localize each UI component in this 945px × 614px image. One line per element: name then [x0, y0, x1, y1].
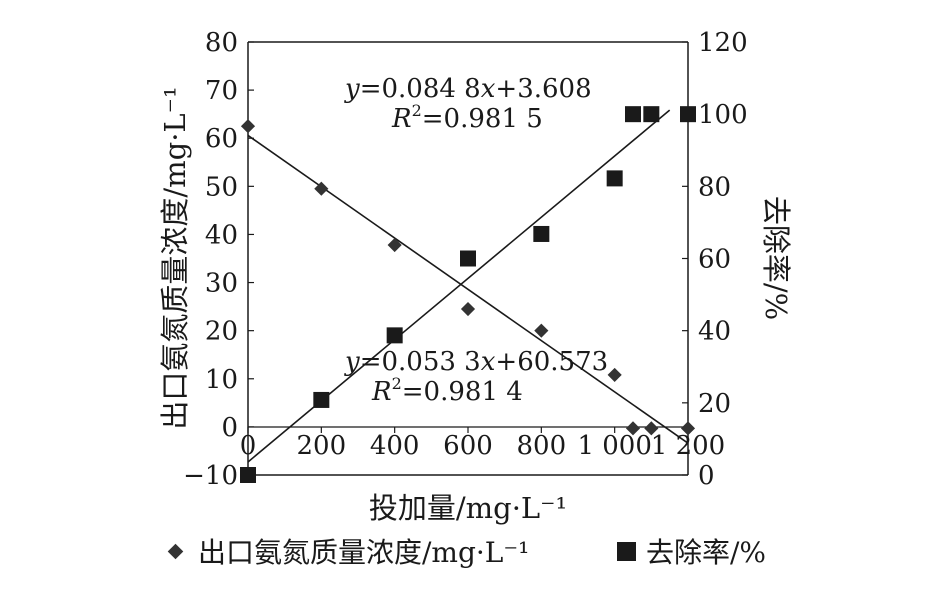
eq-removal-r: R: [391, 104, 412, 134]
y2-tick-label: 20: [698, 389, 731, 419]
point-removal: [625, 106, 641, 123]
eq-conc-line1: y=0.053 3x+60.573: [344, 347, 608, 377]
point-concentration: [644, 421, 659, 436]
legend-label-concentration: 出口氨氮质量浓度/mg·L⁻¹: [198, 536, 529, 569]
point-concentration: [460, 301, 476, 317]
eq-conc-intercept: +60.573: [495, 347, 608, 377]
trendlines: [247, 109, 689, 463]
x-tick-label: 1 000: [577, 431, 651, 461]
legend-label-removal: 去除率/%: [646, 536, 766, 569]
point-removal: [533, 225, 550, 242]
y-tick-label: 30: [205, 269, 238, 299]
x-tick-label: 0: [240, 431, 257, 461]
point-removal: [240, 467, 256, 483]
y-tick-label: −10: [183, 461, 238, 491]
y2-axis-title: 去除率/%: [759, 196, 793, 320]
x-tick-label: 600: [443, 431, 493, 461]
point-concentration: [607, 367, 622, 382]
y-axis-title: 出口氨氮质量浓度/mg·L⁻¹: [158, 86, 192, 429]
eq-removal-y: y: [344, 74, 360, 104]
point-concentration: [625, 421, 641, 436]
point-concentration: [314, 181, 329, 196]
y2-tick-label: 100: [698, 100, 748, 130]
point-removal: [606, 170, 623, 187]
point-removal: [313, 391, 330, 408]
y-tick-label: 10: [205, 365, 238, 395]
y2-tick-label: 120: [698, 28, 748, 58]
eq-removal-r2: =0.981 5: [422, 104, 543, 134]
eq-removal-line1: y=0.084 8x+3.608: [344, 74, 592, 104]
data-points: [240, 106, 696, 483]
legend-marker-removal: [617, 542, 636, 561]
y-tick-label: 50: [205, 172, 238, 202]
y-tick-label: 70: [205, 76, 238, 106]
y2-tick-label: 0: [698, 461, 715, 491]
x-tick-label: 1 200: [651, 431, 725, 461]
point-removal: [460, 250, 476, 267]
y2-tick-label: 60: [698, 245, 731, 275]
y-tick-label: 80: [205, 28, 238, 58]
point-removal: [680, 106, 696, 123]
eq-removal-r-sup: 2: [412, 101, 422, 120]
point-removal: [386, 327, 403, 344]
y-tick-label: 20: [205, 317, 238, 347]
x-tick-label: 800: [517, 431, 567, 461]
eq-removal-coef: =0.084 8: [360, 74, 481, 104]
eq-conc-coef: =0.053 3: [360, 347, 481, 377]
y-tick-label: 0: [221, 413, 238, 443]
eq-conc-r2: =0.981 4: [402, 377, 523, 407]
y-tick-label: 40: [205, 220, 238, 250]
x-tick-label: 200: [297, 431, 347, 461]
point-concentration: [534, 323, 549, 338]
point-removal: [643, 106, 660, 123]
eq-conc-r: R: [371, 377, 392, 407]
trendline-removal: [247, 109, 671, 463]
point-concentration: [387, 237, 402, 253]
eq-removal-intercept: +3.608: [495, 74, 591, 104]
eq-removal-line2: R2=0.981 5: [391, 101, 543, 134]
eq-conc-y: y: [344, 347, 360, 377]
point-concentration: [240, 119, 256, 134]
x-tick-label: 400: [370, 431, 420, 461]
eq-conc-r-sup: 2: [392, 374, 402, 393]
legend-marker-concentration: [167, 543, 184, 560]
x-axis-title: 投加量/mg·L⁻¹: [369, 491, 567, 525]
y2-tick-label: 40: [698, 317, 731, 347]
legend: 出口氨氮质量浓度/mg·L⁻¹ 去除率/%: [167, 536, 766, 569]
eq-removal-x: x: [481, 74, 496, 104]
eq-conc-line2: R2=0.981 4: [371, 374, 523, 407]
point-concentration: [680, 421, 696, 436]
y-tick-label: 60: [205, 124, 238, 154]
eq-conc-x: x: [481, 347, 496, 377]
y2-tick-label: 80: [698, 172, 731, 202]
